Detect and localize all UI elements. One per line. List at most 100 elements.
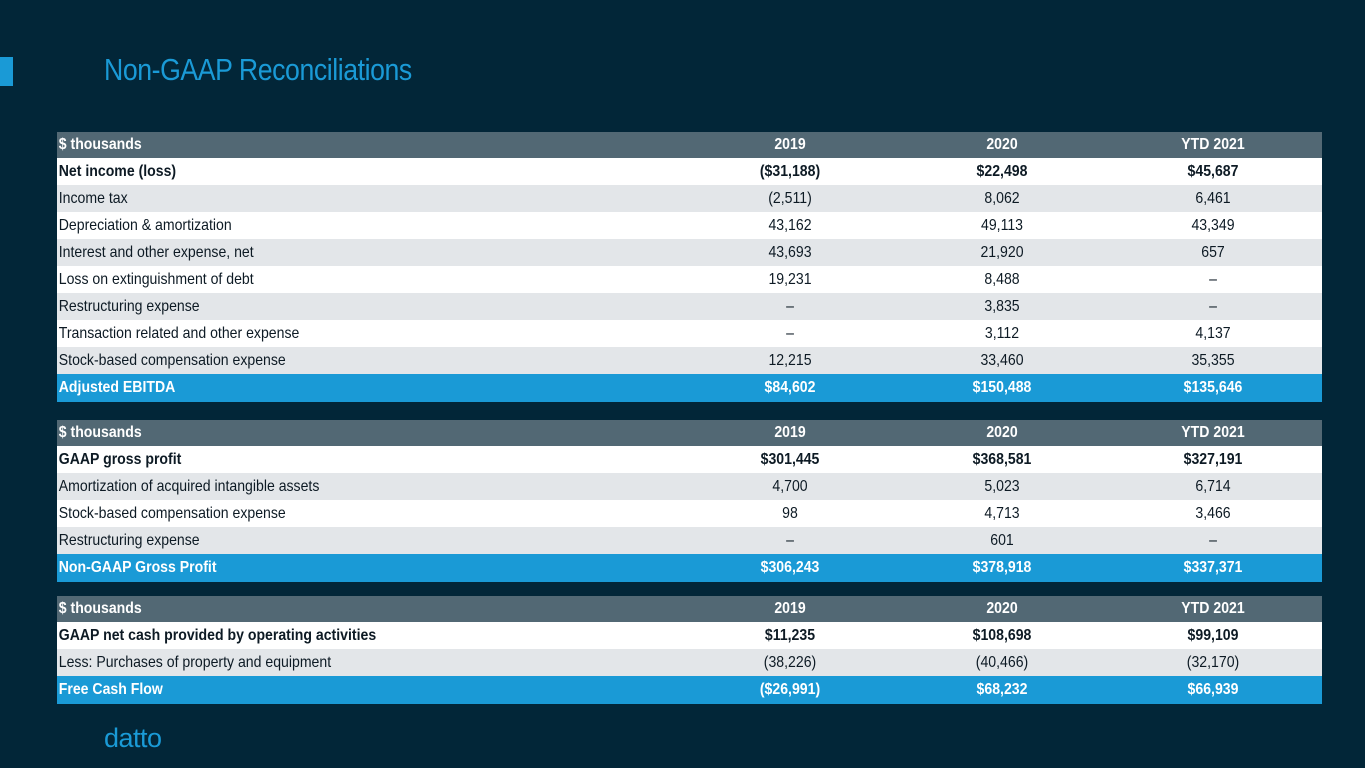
row-label: Transaction related and other expense (58, 324, 300, 342)
cell-value: 8,488 (984, 270, 1020, 288)
cell-value: 3,466 (1195, 504, 1231, 522)
cell-value: ($31,188) (759, 162, 821, 180)
table-row: Restructuring expense – 3,835 – (57, 293, 1322, 320)
cell-value: – (786, 324, 794, 342)
cell-value: $45,687 (1187, 162, 1239, 180)
row-label: Less: Purchases of property and equipmen… (58, 653, 332, 671)
row-label: Interest and other expense, net (58, 243, 254, 261)
cell-value: $68,232 (976, 681, 1028, 698)
cell-value: – (1209, 270, 1217, 288)
cell-value: $84,602 (764, 379, 816, 396)
cell-value: $337,371 (1183, 559, 1243, 576)
table-row: Transaction related and other expense – 3,… (57, 320, 1322, 347)
row-label: $ thousands (58, 424, 142, 441)
cell-value: 12,215 (768, 351, 812, 369)
cell-value: $368,581 (972, 450, 1032, 468)
cell-value: 2020 (986, 424, 1018, 441)
cell-value: 4,713 (984, 504, 1020, 522)
table-row: Amortization of acquired intangible asse… (57, 473, 1322, 500)
row-label: GAAP net cash provided by operating acti… (58, 626, 377, 644)
row-label: Restructuring expense (58, 297, 200, 315)
table-row: Income tax (2,511) 8,062 6,461 (57, 185, 1322, 212)
cell-value: – (786, 531, 794, 549)
cell-value: $66,939 (1187, 681, 1239, 698)
total-row: Non-GAAP Gross Profit $306,243 $378,918 $33… (57, 554, 1322, 582)
cell-value: $108,698 (972, 626, 1032, 644)
cell-value: – (786, 297, 794, 315)
row-label: Income tax (58, 189, 128, 207)
cell-value: (38,226) (763, 653, 817, 671)
cell-value: 2019 (774, 424, 806, 441)
cell-value: 2019 (774, 136, 806, 153)
cell-value: 2020 (986, 600, 1018, 617)
table-row: Depreciation & amortization 43,162 49,113 4… (57, 212, 1322, 239)
cell-value: 33,460 (980, 351, 1024, 369)
cell-value: 49,113 (980, 216, 1024, 234)
table-row: GAAP net cash provided by operating acti… (57, 622, 1322, 649)
header-row: $ thousands 2019 2020 YTD 2021 (57, 596, 1322, 622)
row-label: Net income (loss) (58, 162, 177, 180)
cell-value: $378,918 (972, 559, 1032, 576)
cell-value: $22,498 (976, 162, 1028, 180)
cell-value: 43,693 (768, 243, 812, 261)
row-label: Non-GAAP Gross Profit (58, 559, 217, 576)
row-label: Free Cash Flow (58, 681, 163, 698)
cell-value: ($26,991) (759, 681, 821, 698)
cell-value: 43,349 (1191, 216, 1235, 234)
cell-value: $135,646 (1183, 379, 1243, 396)
cell-value: 6,714 (1195, 477, 1231, 495)
cell-value: (2,511) (768, 189, 812, 207)
cell-value: – (1209, 531, 1217, 549)
cell-value: 35,355 (1191, 351, 1235, 369)
row-label: Stock-based compensation expense (58, 504, 286, 522)
cell-value: YTD 2021 (1181, 600, 1245, 617)
row-label: Loss on extinguishment of debt (58, 270, 254, 288)
cell-value: $99,109 (1187, 626, 1239, 644)
cell-value: $327,191 (1183, 450, 1243, 468)
total-row: Adjusted EBITDA $84,602 $150,488 $135,646 (57, 374, 1322, 402)
header-row: $ thousands 2019 2020 YTD 2021 (57, 420, 1322, 446)
cell-value: (40,466) (975, 653, 1029, 671)
cell-value: 5,023 (984, 477, 1020, 495)
row-label: Depreciation & amortization (58, 216, 232, 234)
non-gaap-gross-profit-table: $ thousands 2019 2020 YTD 2021 GAAP gross pr… (57, 420, 1322, 582)
cell-value: 4,700 (772, 477, 808, 495)
page-title: Non-GAAP Reconciliations (104, 52, 412, 87)
cell-value: 43,162 (768, 216, 812, 234)
cell-value: $11,235 (764, 626, 816, 644)
row-label: $ thousands (58, 600, 142, 617)
cell-value: 3,112 (984, 324, 1020, 342)
table-row: Stock-based compensation expense 12,215 33… (57, 347, 1322, 374)
cell-value: 21,920 (980, 243, 1024, 261)
cell-value: $301,445 (760, 450, 820, 468)
cell-value: 2020 (986, 136, 1018, 153)
cell-value: 6,461 (1195, 189, 1231, 207)
row-label: $ thousands (58, 136, 142, 153)
cell-value: 19,231 (768, 270, 812, 288)
table-row: Stock-based compensation expense 98 4,713 3… (57, 500, 1322, 527)
table-row: Interest and other expense, net 43,693 21,… (57, 239, 1322, 266)
title-accent-bar (0, 57, 13, 86)
adjusted-ebitda-table: $ thousands 2019 2020 YTD 2021 Net income (l… (57, 132, 1322, 402)
cell-value: 4,137 (1195, 324, 1231, 342)
table-row: GAAP gross profit $301,445 $368,581 $327,19… (57, 446, 1322, 473)
datto-logo: datto (104, 723, 162, 753)
cell-value: YTD 2021 (1181, 136, 1245, 153)
header-row: $ thousands 2019 2020 YTD 2021 (57, 132, 1322, 158)
table-row: Loss on extinguishment of debt 19,231 8,48… (57, 266, 1322, 293)
row-label: Stock-based compensation expense (58, 351, 286, 369)
row-label: GAAP gross profit (58, 450, 182, 468)
cell-value: (32,170) (1186, 653, 1240, 671)
row-label: Adjusted EBITDA (58, 379, 176, 396)
total-row: Free Cash Flow ($26,991) $68,232 $66,939 (57, 676, 1322, 704)
cell-value: $306,243 (760, 559, 820, 576)
cell-value: – (1209, 297, 1217, 315)
row-label: Restructuring expense (58, 531, 200, 549)
cell-value: 657 (1201, 243, 1225, 261)
table-row: Restructuring expense – 601 – (57, 527, 1322, 554)
cell-value: 98 (782, 504, 798, 522)
cell-value: 3,835 (984, 297, 1020, 315)
free-cash-flow-table: $ thousands 2019 2020 YTD 2021 GAAP net cash… (57, 596, 1322, 704)
cell-value: 2019 (774, 600, 806, 617)
table-row: Less: Purchases of property and equipmen… (57, 649, 1322, 676)
